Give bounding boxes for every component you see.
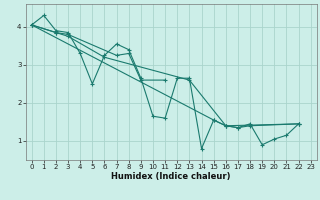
X-axis label: Humidex (Indice chaleur): Humidex (Indice chaleur) — [111, 172, 231, 181]
